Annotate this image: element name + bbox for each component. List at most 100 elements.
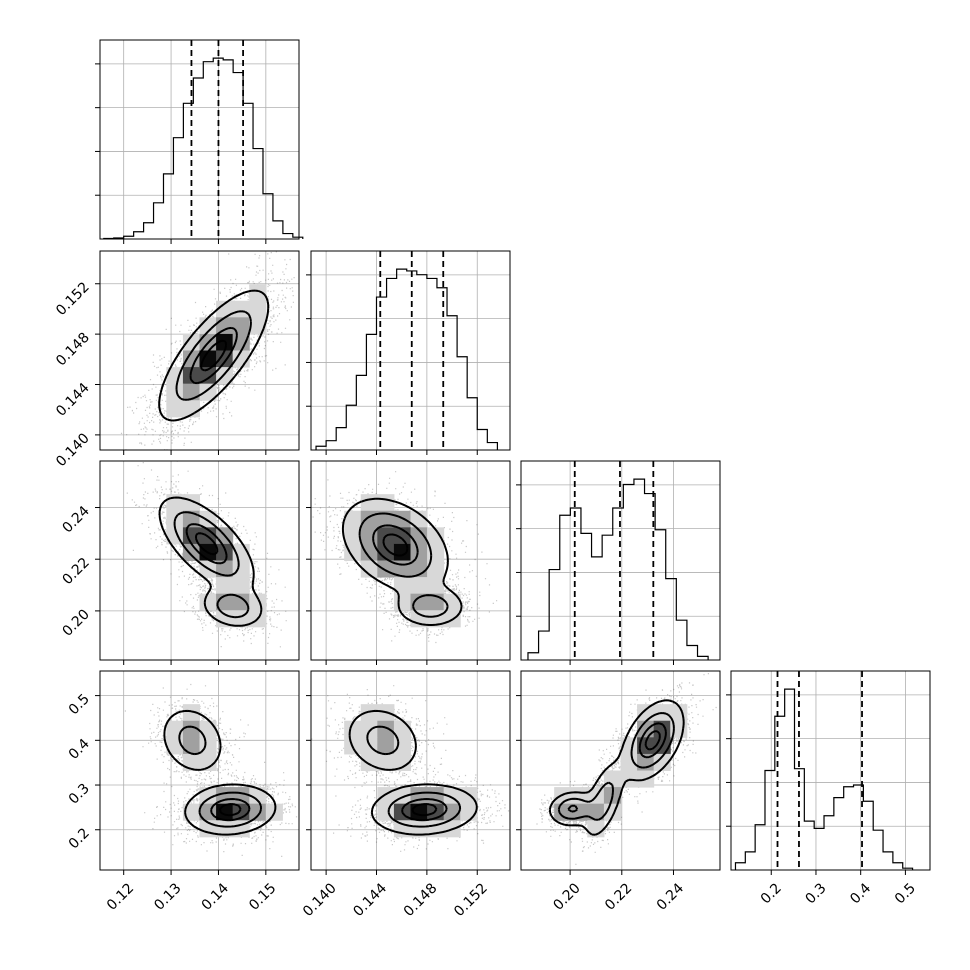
contour-level-4 bbox=[382, 533, 409, 557]
density-cell bbox=[249, 803, 267, 821]
density-cell bbox=[410, 510, 428, 528]
histogram-steps bbox=[527, 478, 709, 660]
density-cell bbox=[377, 720, 395, 738]
scatter-panel-r4c2 bbox=[310, 670, 511, 871]
panel-content bbox=[100, 671, 299, 870]
density-cell bbox=[216, 317, 234, 335]
y-tick-label: 0.24 bbox=[59, 503, 92, 536]
x-tick-label: 0.5 bbox=[892, 880, 919, 907]
density-cell bbox=[377, 787, 395, 805]
density-cell bbox=[199, 753, 217, 771]
y-tick-label: 0.5 bbox=[66, 691, 93, 718]
density-cell bbox=[427, 577, 445, 595]
contour-level-4 bbox=[195, 532, 219, 556]
density-cell bbox=[620, 753, 638, 771]
density-cell bbox=[410, 560, 428, 578]
density-cell bbox=[393, 543, 411, 561]
density-cell bbox=[182, 350, 200, 368]
density-cell bbox=[199, 383, 217, 401]
contour-level-4 bbox=[411, 803, 438, 817]
density-cell bbox=[637, 704, 655, 722]
y-tick-label: 0.22 bbox=[59, 555, 92, 588]
x-tick-label: 0.148 bbox=[401, 880, 441, 920]
density-cell bbox=[216, 820, 234, 838]
contour-level-3 bbox=[401, 798, 448, 822]
x-tick-label: 0.3 bbox=[803, 880, 830, 907]
scatter-panel-r4c1 bbox=[99, 670, 300, 871]
contour-level-1 bbox=[341, 497, 463, 626]
contour-level-4 bbox=[644, 730, 661, 751]
density-cell bbox=[344, 720, 362, 738]
panel-frame bbox=[99, 250, 300, 451]
panel-frame bbox=[520, 670, 721, 871]
density-cell bbox=[166, 720, 184, 738]
histogram-panel-4 bbox=[726, 670, 931, 871]
density-cell bbox=[377, 543, 395, 561]
density-cell bbox=[249, 284, 267, 302]
density-cell bbox=[360, 753, 378, 771]
density-cell bbox=[199, 593, 217, 611]
density-cell bbox=[182, 803, 200, 821]
density-cell bbox=[166, 400, 184, 418]
contour-level-3 bbox=[185, 523, 228, 565]
density-cell bbox=[216, 333, 234, 351]
contour-level-2 bbox=[173, 511, 250, 619]
density-cell bbox=[360, 704, 378, 722]
contour-level-3 bbox=[189, 326, 238, 385]
scatter-panel-r4c3 bbox=[520, 670, 721, 871]
x-tick-label: 0.152 bbox=[451, 880, 491, 920]
density-cell bbox=[410, 820, 428, 838]
contour-level-2 bbox=[175, 310, 252, 401]
density-cell bbox=[377, 494, 395, 512]
density-cell bbox=[232, 593, 250, 611]
contour-level-1 bbox=[548, 699, 685, 836]
x-tick-label: 0.144 bbox=[350, 880, 390, 920]
density-cell bbox=[232, 787, 250, 805]
density-cell bbox=[344, 527, 362, 545]
density-cell bbox=[216, 300, 234, 318]
panel-frame bbox=[99, 460, 300, 661]
density-cell bbox=[393, 577, 411, 595]
histogram-panel-1 bbox=[95, 39, 304, 240]
histogram-panel-2 bbox=[306, 250, 511, 451]
x-tick-label: 0.15 bbox=[246, 880, 279, 913]
density-cell bbox=[427, 560, 445, 578]
contour-level-3 bbox=[567, 722, 667, 813]
histogram-steps bbox=[734, 688, 914, 870]
x-tick-label: 0.4 bbox=[847, 880, 874, 907]
density-cell bbox=[410, 577, 428, 595]
x-tick-label: 0.2 bbox=[758, 880, 785, 907]
contour-level-2 bbox=[358, 512, 449, 618]
density-cell bbox=[166, 367, 184, 385]
panel-frame bbox=[520, 460, 721, 661]
density-cell bbox=[199, 720, 217, 738]
y-tick-label: 0.144 bbox=[53, 380, 93, 420]
density-cell bbox=[377, 753, 395, 771]
histogram-steps bbox=[315, 268, 499, 450]
panel-frame bbox=[310, 250, 511, 451]
y-tick-label: 0.4 bbox=[66, 736, 93, 763]
density-cell bbox=[360, 510, 378, 528]
y-tick-label: 0.140 bbox=[53, 430, 93, 470]
density-cell bbox=[344, 510, 362, 528]
y-tick-label: 0.3 bbox=[66, 781, 93, 808]
density-cell bbox=[377, 737, 395, 755]
x-tick-label: 0.24 bbox=[654, 880, 687, 913]
density-cell bbox=[182, 720, 200, 738]
scatter-panel-r3c2 bbox=[310, 460, 511, 661]
x-tick-label: 0.140 bbox=[300, 880, 340, 920]
y-tick-label: 0.148 bbox=[53, 330, 93, 370]
density-cell bbox=[249, 300, 267, 318]
density-cell bbox=[182, 704, 200, 722]
y-tick-label: 0.152 bbox=[53, 279, 93, 319]
density-cell bbox=[360, 494, 378, 512]
y-tick-label: 0.20 bbox=[59, 606, 92, 639]
density-cell bbox=[410, 543, 428, 561]
scatter-panel-r2c1 bbox=[99, 250, 300, 451]
panel-content bbox=[521, 671, 720, 870]
panel-content bbox=[311, 461, 510, 660]
density-cell bbox=[232, 560, 250, 578]
contour-level-2 bbox=[557, 712, 675, 821]
panel-frame bbox=[730, 670, 931, 871]
